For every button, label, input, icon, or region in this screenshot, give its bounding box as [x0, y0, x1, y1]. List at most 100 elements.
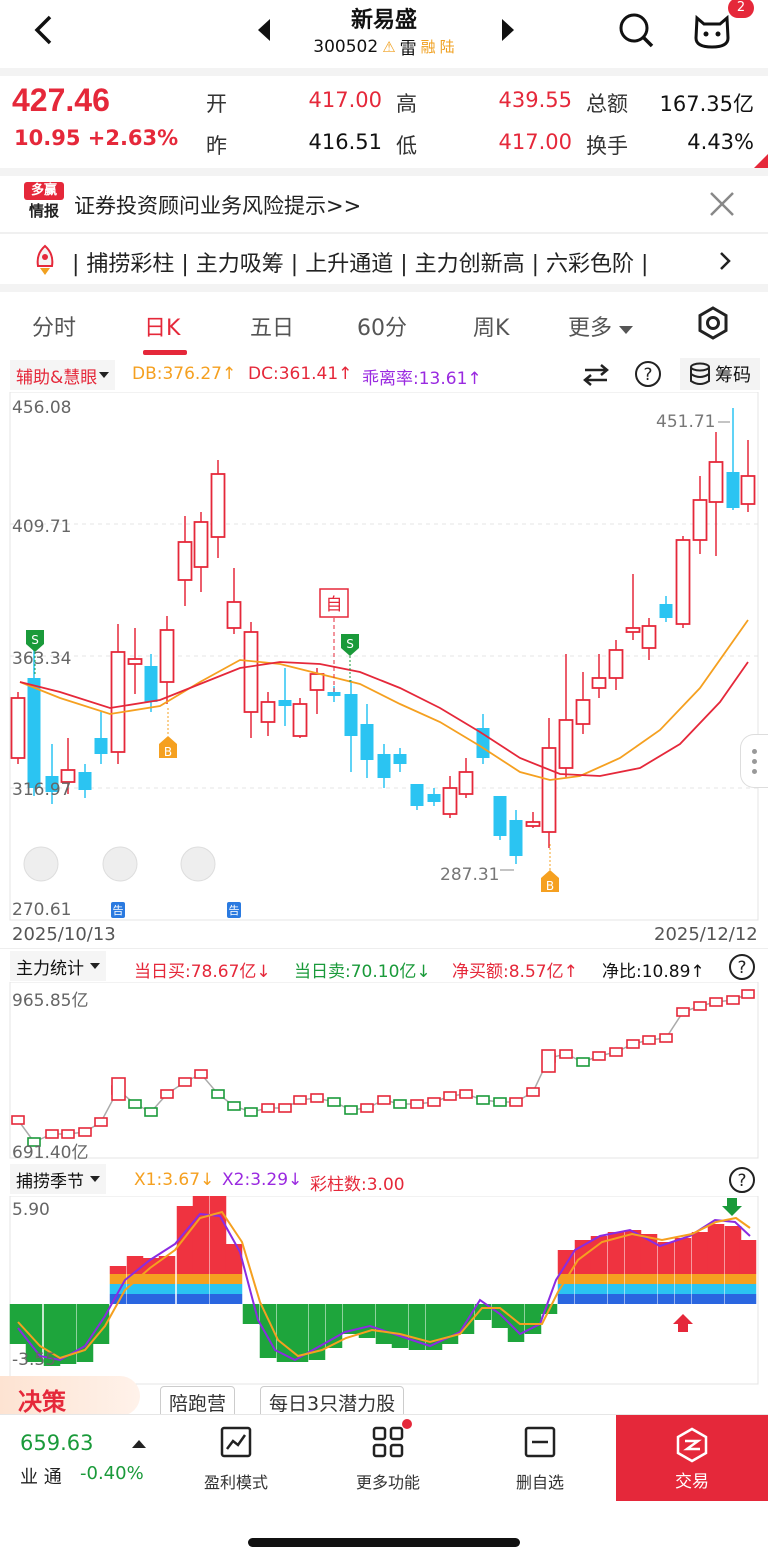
season-bar-orange: [158, 1274, 176, 1284]
svg-text:?: ?: [737, 958, 746, 978]
season-bar-green: [342, 1304, 360, 1334]
prev-value: 416.51: [308, 130, 382, 154]
stats-box: [244, 1107, 258, 1117]
stock-code: 300502: [313, 36, 379, 57]
more-functions-button[interactable]: 更多功能: [328, 1425, 448, 1493]
help-icon[interactable]: ?: [728, 1166, 756, 1194]
back-button[interactable]: [24, 10, 64, 50]
season-bar-blue: [607, 1294, 625, 1304]
tab-five-day[interactable]: 五日: [250, 316, 295, 341]
side-menu-handle[interactable]: [740, 734, 768, 788]
settings-button[interactable]: [696, 306, 730, 344]
trade-hex-icon: [676, 1427, 708, 1463]
help-icon[interactable]: ?: [634, 360, 662, 388]
season-bar-orange: [640, 1274, 658, 1284]
stats-box: [693, 1001, 707, 1011]
season-chart[interactable]: [0, 1196, 768, 1386]
kline-chart[interactable]: S S B B 自告 告: [0, 392, 768, 922]
season-bar-red: [176, 1206, 194, 1274]
triangle-right-icon: [502, 19, 514, 41]
stats-box: [541, 1049, 556, 1073]
season-bar-cyan: [557, 1284, 575, 1294]
season-bar-red: [724, 1226, 742, 1274]
season-bar-cyan: [158, 1284, 176, 1294]
notice-tag-label: 告: [229, 904, 240, 917]
decision-chip[interactable]: 决策: [0, 1376, 140, 1416]
skip-icon: [23, 846, 59, 882]
candle-body: [377, 754, 391, 778]
close-banner-button[interactable]: [708, 190, 736, 222]
season-bar-cyan: [707, 1284, 725, 1294]
turnover-value: 4.43%: [687, 130, 754, 154]
main-stats-header: 主力统计 当日买:78.67亿↓ 当日卖:70.10亿↓ 净买额:8.57亿↑ …: [0, 948, 768, 982]
chevron-right-icon[interactable]: [716, 250, 734, 272]
stats-box: [676, 1007, 690, 1017]
risk-text[interactable]: 证券投资顾问业务风险提示>>: [74, 194, 362, 218]
candle-body: [45, 776, 59, 792]
chips-label: 筹码: [715, 365, 751, 386]
buy-marker: [159, 736, 177, 758]
next-stock-button[interactable]: [488, 10, 528, 50]
buy-marker-label: B: [164, 745, 172, 759]
profit-mode-button[interactable]: 盈利模式: [176, 1425, 296, 1493]
kline-indicator-select[interactable]: 辅助&慧眼: [10, 360, 116, 390]
season-bar-orange: [590, 1274, 608, 1284]
caret-up-icon[interactable]: [132, 1439, 146, 1449]
stats-box: [609, 1047, 623, 1057]
candle-body: [127, 658, 143, 665]
season-bar-green: [375, 1304, 393, 1344]
season-bar-green: [76, 1304, 94, 1362]
stats-box: [393, 1099, 407, 1109]
stats-box: [310, 1093, 324, 1103]
main-stats-chart[interactable]: [0, 982, 768, 1160]
risk-banner[interactable]: 多赢 情报 证券投资顾问业务风险提示>>: [0, 176, 768, 232]
stats-box: [377, 1095, 391, 1105]
chips-button[interactable]: 筹码: [680, 358, 760, 390]
notice-tag: [111, 902, 125, 918]
tab-weekly-k[interactable]: 周K: [473, 316, 510, 341]
indicator-list[interactable]: | 捕捞彩柱 | 主力吸筹 | 上升通道 | 主力创新高 | 六彩色阶 |: [72, 252, 649, 277]
mascot-button[interactable]: [692, 10, 732, 50]
season-bar-blue: [724, 1294, 742, 1304]
red-dot-badge: [402, 1419, 412, 1429]
help-icon[interactable]: ?: [728, 953, 756, 981]
buy-marker-label: B: [546, 879, 554, 893]
tab-daily-k[interactable]: 日K: [144, 316, 181, 341]
swap-icon[interactable]: [582, 362, 610, 388]
date-end: 2025/12/12: [654, 924, 758, 945]
season-bar-green: [391, 1304, 409, 1348]
hexagon-settings-icon: [698, 306, 728, 340]
remove-watchlist-button[interactable]: 删自选: [480, 1425, 600, 1493]
season-bar-orange: [225, 1274, 243, 1284]
candle-body: [177, 541, 193, 581]
profit-mode-label: 盈利模式: [203, 1473, 268, 1492]
stats-box: [160, 1089, 174, 1099]
caret-down-icon: [90, 963, 100, 969]
candle-body: [726, 472, 740, 508]
candle-body: [708, 461, 724, 503]
stats-box: [509, 1097, 523, 1107]
season-select[interactable]: 捕捞季节: [10, 1164, 106, 1194]
season-bar-red: [209, 1196, 227, 1274]
tab-more[interactable]: 更多: [568, 310, 634, 342]
y-label-4: 316.97: [12, 780, 72, 800]
trade-button[interactable]: 交易: [616, 1415, 768, 1501]
tab-intraday[interactable]: 分时: [32, 316, 77, 341]
season-bar-red: [607, 1232, 625, 1274]
search-button[interactable]: [616, 10, 656, 50]
season-bar-green: [276, 1304, 294, 1362]
stats-box: [642, 1035, 656, 1045]
turnover-label: 换手: [586, 134, 628, 158]
indicator-strip[interactable]: | 捕捞彩柱 | 主力吸筹 | 上升通道 | 主力创新高 | 六彩色阶 |: [0, 240, 768, 282]
chart-frame: [9, 1196, 759, 1385]
candle-body: [144, 666, 158, 702]
ma-line-orange: [19, 619, 749, 781]
prev-stock-button[interactable]: [244, 10, 284, 50]
stats-box: [194, 1069, 208, 1079]
home-indicator[interactable]: [248, 1538, 520, 1547]
season-bar-orange: [657, 1274, 675, 1284]
candle-body: [740, 475, 756, 505]
season-bar-cyan: [724, 1284, 742, 1294]
main-stats-select[interactable]: 主力统计: [10, 951, 106, 981]
tab-60min[interactable]: 60分: [357, 316, 407, 341]
